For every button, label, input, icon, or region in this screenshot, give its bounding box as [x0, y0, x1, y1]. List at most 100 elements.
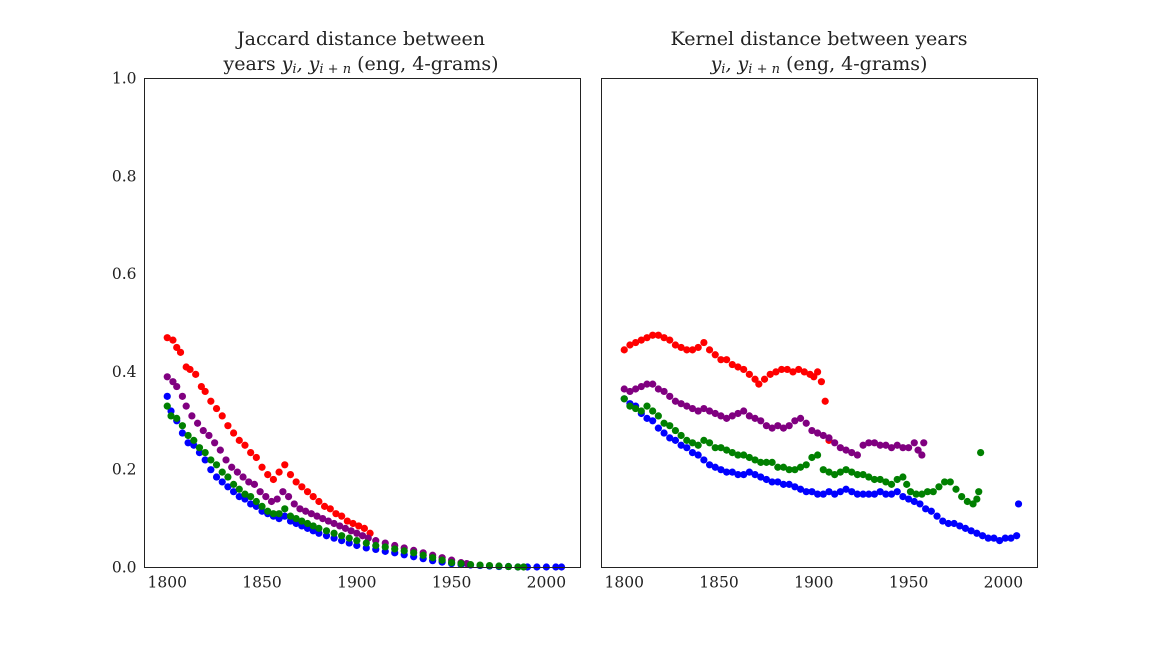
kernel-point [717, 466, 725, 474]
jaccard-point [302, 507, 310, 515]
kernel-point [734, 470, 742, 479]
kernel-point [906, 488, 915, 496]
jaccard-point [504, 562, 513, 571]
jaccard-point [230, 488, 238, 496]
kernel-point [677, 441, 685, 449]
kernel-point [620, 385, 628, 393]
jaccard-title-line1: Jaccard distance between [235, 28, 485, 50]
jaccard-point [235, 493, 243, 501]
kernel-point [802, 461, 810, 469]
kernel-point [977, 448, 985, 457]
jaccard-point [247, 500, 255, 508]
jaccard-point [186, 365, 194, 374]
jaccard-point [485, 561, 494, 570]
kernel-point [632, 404, 640, 413]
jaccard-point [267, 497, 276, 506]
jaccard-point [476, 561, 484, 569]
kernel-point [836, 468, 844, 476]
kernel-point [802, 488, 810, 496]
kernel-point [910, 497, 918, 506]
jaccard-point [358, 532, 367, 540]
kernel-point [961, 524, 970, 532]
kernel-point [694, 343, 702, 352]
jaccard-point [353, 529, 361, 537]
kernel-point [779, 463, 788, 471]
jaccard-point [173, 382, 181, 391]
kernel-point [819, 431, 827, 440]
kernel-point [671, 436, 680, 444]
kernel-point [825, 488, 833, 496]
jaccard-point [228, 463, 236, 471]
jaccard-point [332, 510, 340, 518]
jaccard-point [391, 545, 399, 553]
kernel-point [745, 453, 753, 462]
kernel-point [762, 422, 771, 430]
jaccard-point [419, 551, 427, 559]
kernel-point [779, 480, 788, 488]
kernel-point [995, 537, 1004, 545]
kernel-point [683, 436, 691, 444]
kernel-point [814, 429, 822, 437]
kernel-point [791, 466, 799, 474]
kernel-point [910, 439, 918, 447]
kernel-point [660, 429, 668, 437]
kernel-point [969, 500, 977, 508]
kernel-point [774, 478, 782, 486]
jaccard-point [438, 556, 446, 564]
jaccard-point [322, 527, 331, 535]
kernel-point [757, 458, 765, 466]
kernel-point [683, 444, 691, 452]
kernel-point [899, 444, 907, 452]
kernel-point [876, 488, 884, 496]
jaccard-point [381, 543, 389, 551]
kernel-point [817, 378, 826, 386]
kernel-point [808, 488, 816, 496]
jaccard-point [169, 378, 177, 386]
kernel-point [779, 424, 788, 432]
jaccard-title-line2: years yi, yi + n (eng, 4-grams) [222, 53, 498, 77]
kernel-point [649, 407, 657, 415]
kernel-point [859, 441, 867, 449]
jaccard-point [330, 519, 338, 528]
kernel-point [848, 468, 856, 476]
jaccard-point [193, 419, 202, 427]
kernel-point [927, 507, 935, 515]
jaccard-point [303, 519, 312, 528]
kernel-point [755, 380, 763, 388]
jaccard-point [292, 478, 300, 486]
kernel-point [757, 473, 765, 481]
kernel-point [654, 424, 662, 432]
jaccard-point [341, 524, 350, 532]
kernel-point [785, 422, 793, 430]
kernel-point [819, 466, 827, 474]
kernel-point [929, 488, 937, 496]
kernel-point [990, 534, 998, 542]
kernel-point [745, 370, 753, 378]
jaccard-point [264, 507, 272, 515]
kernel-title-line1: Kernel distance between years [671, 28, 968, 50]
jaccard-point [201, 387, 209, 396]
jaccard-point [448, 559, 456, 567]
jaccard-x-tick-label: 1900 [337, 574, 376, 592]
kernel-point [975, 488, 983, 496]
kernel-point [768, 424, 776, 432]
jaccard-point [239, 473, 247, 481]
kernel-point [887, 444, 896, 452]
kernel-title-line2: yi, yi + n (eng, 4-grams) [710, 53, 928, 77]
jaccard-point [495, 562, 503, 570]
kernel-point [774, 463, 782, 471]
jaccard-point [319, 515, 327, 523]
jaccard-point [247, 493, 255, 501]
jaccard-point [169, 336, 177, 344]
kernel-x-tick-label: 1850 [699, 574, 738, 592]
jaccard-point [241, 441, 249, 449]
jaccard-point [241, 490, 249, 498]
kernel-point [768, 458, 776, 466]
jaccard-point [173, 343, 181, 352]
jaccard-panel: Jaccard distance between years yi, yi + … [112, 28, 581, 592]
kernel-point [882, 478, 890, 486]
jaccard-point [197, 382, 205, 391]
kernel-point [973, 529, 981, 537]
kernel-point [865, 473, 873, 481]
